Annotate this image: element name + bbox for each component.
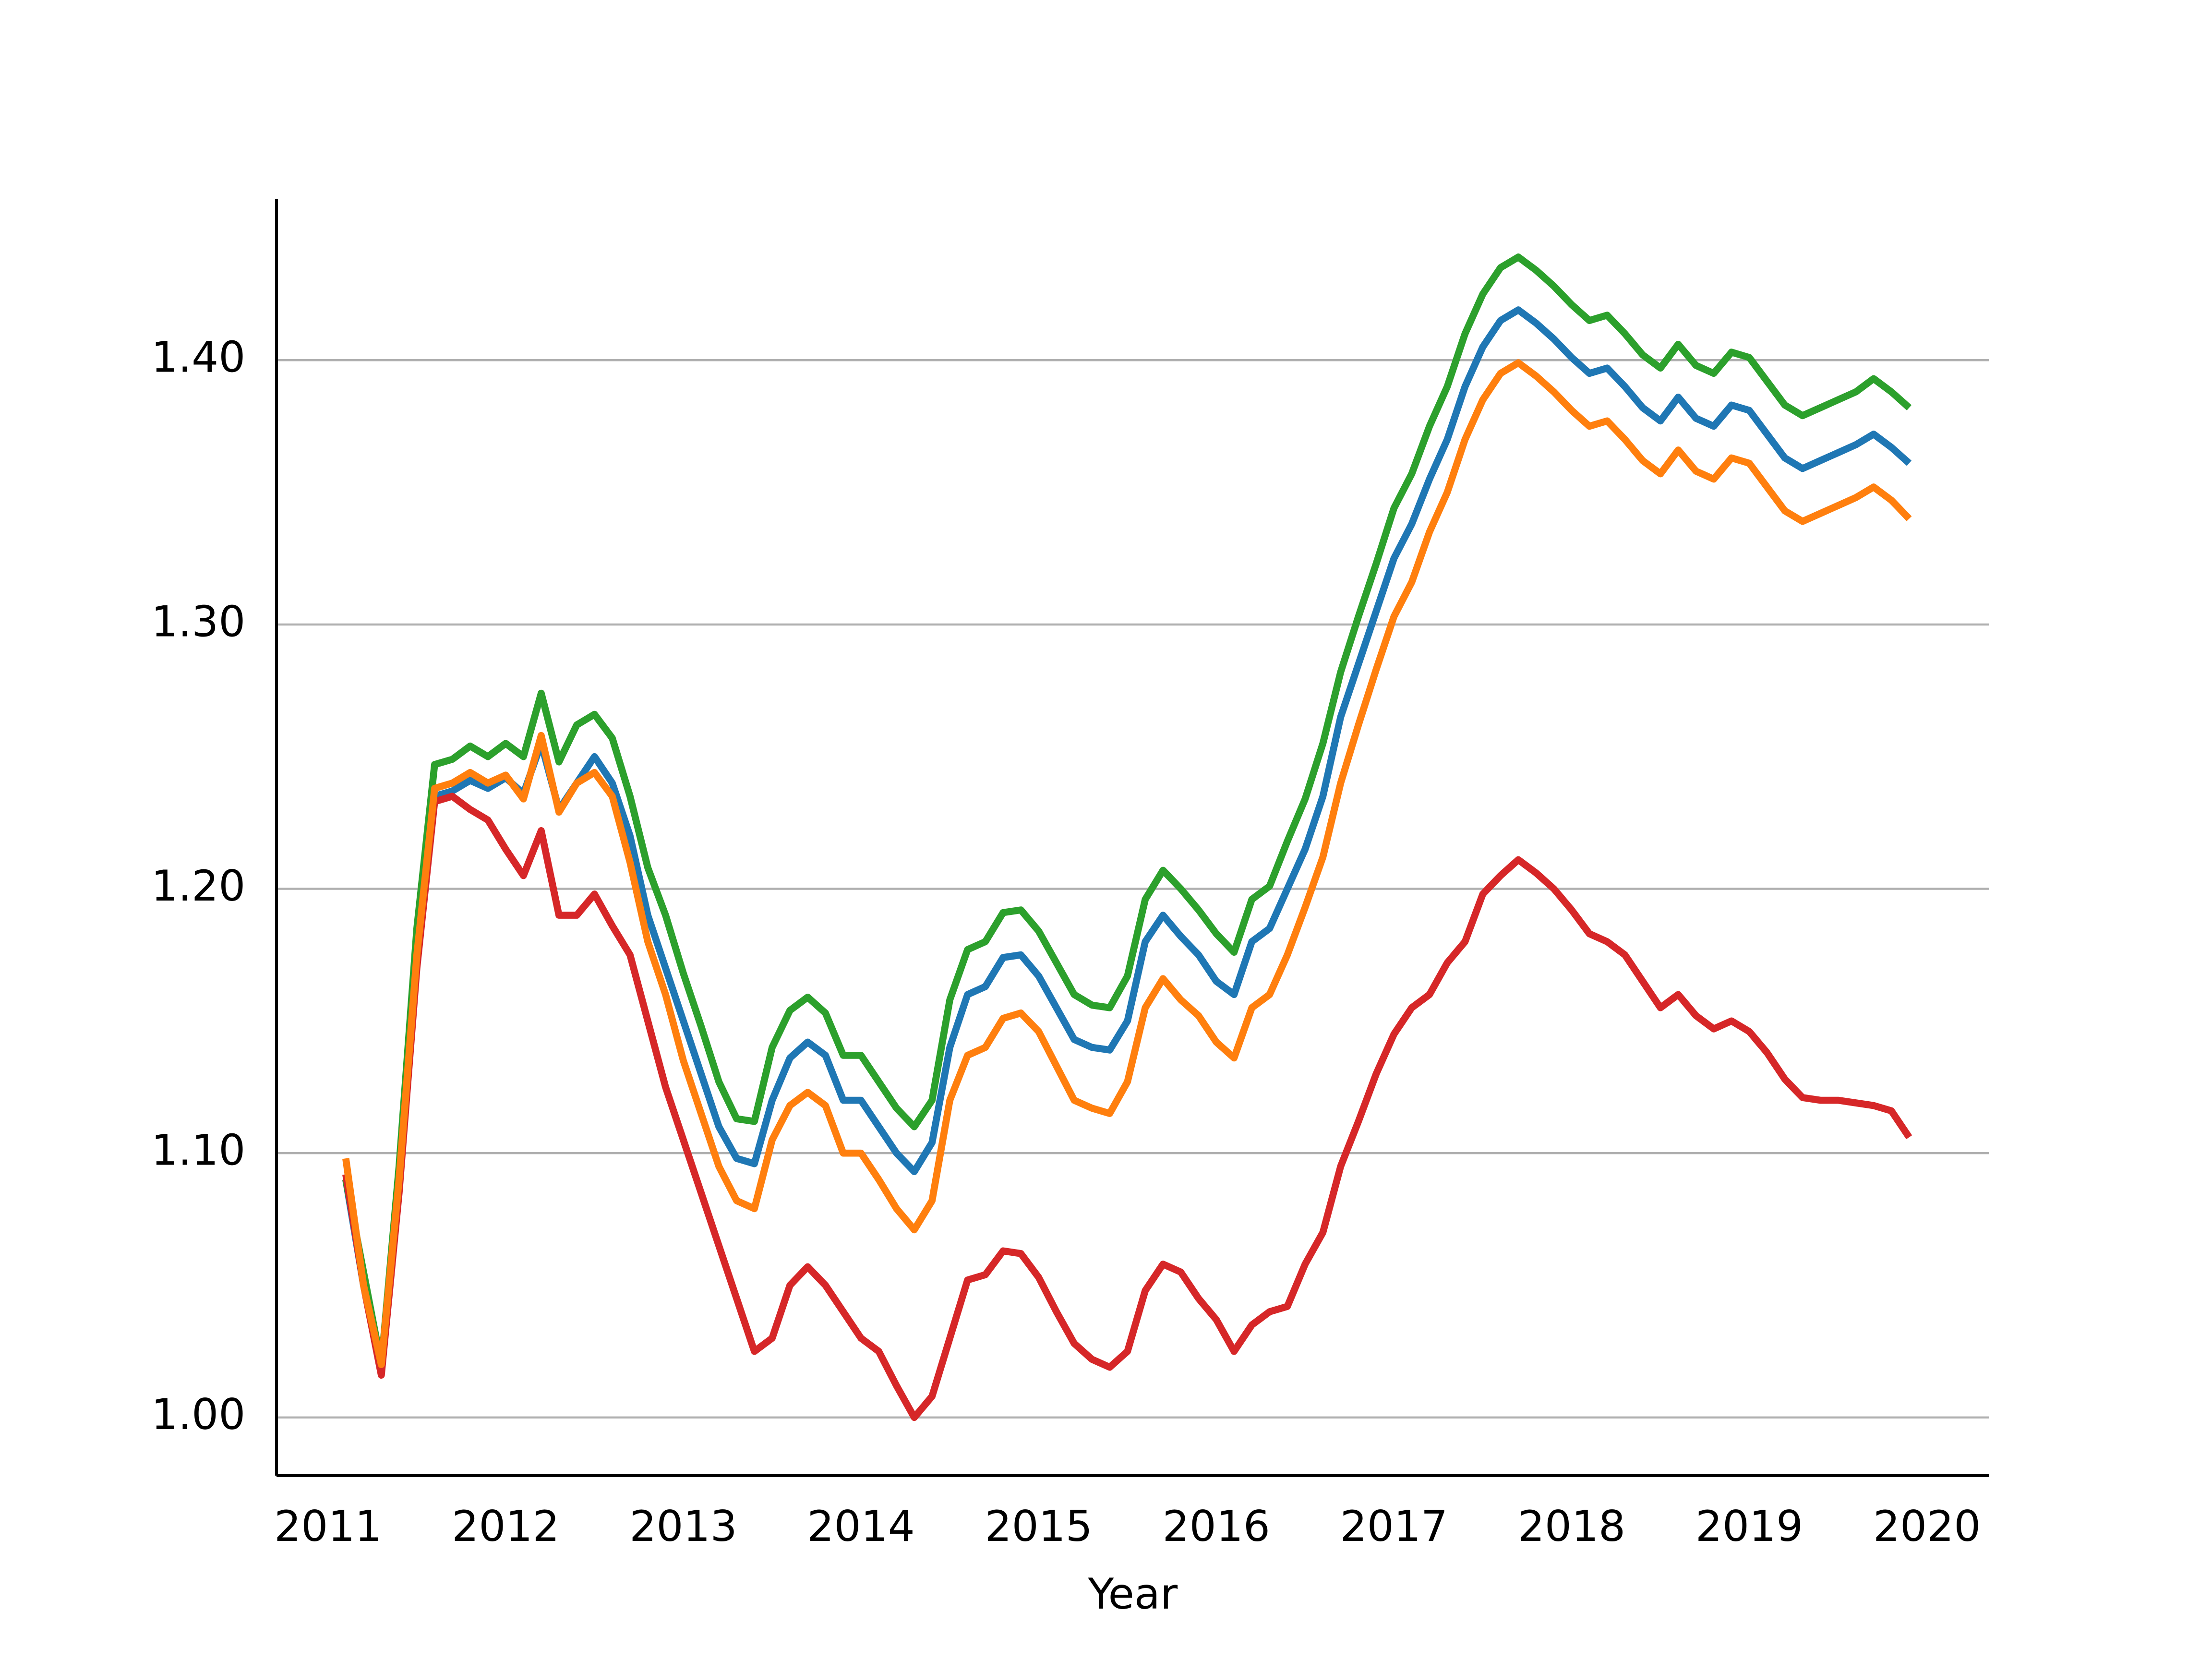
data-line	[342, 253, 1912, 1369]
x-tick-label: 2012	[452, 1502, 559, 1551]
x-tick-label: 2015	[985, 1502, 1093, 1551]
x-tick-label: 2019	[1695, 1502, 1803, 1551]
y-tick-label: 1.00	[151, 1390, 245, 1439]
x-tick-label: 2013	[629, 1502, 737, 1551]
y-tick-label: 1.20	[151, 861, 245, 911]
x-tick-label: 2018	[1518, 1502, 1625, 1551]
y-tick-label: 1.10	[151, 1126, 245, 1175]
y-tick-label: 1.40	[151, 333, 245, 382]
x-tick-label: 2016	[1163, 1502, 1270, 1551]
data-line	[342, 306, 1912, 1369]
x-tick-label: 2020	[1873, 1502, 1981, 1551]
x-tick-label: 2011	[274, 1502, 382, 1551]
y-tick-label: 1.30	[151, 597, 245, 646]
data-line	[342, 359, 1912, 1369]
x-axis-label: Year	[1088, 1569, 1178, 1619]
x-tick-label: 2017	[1340, 1502, 1448, 1551]
data-line	[342, 793, 1912, 1421]
x-tick-label: 2014	[807, 1502, 914, 1551]
